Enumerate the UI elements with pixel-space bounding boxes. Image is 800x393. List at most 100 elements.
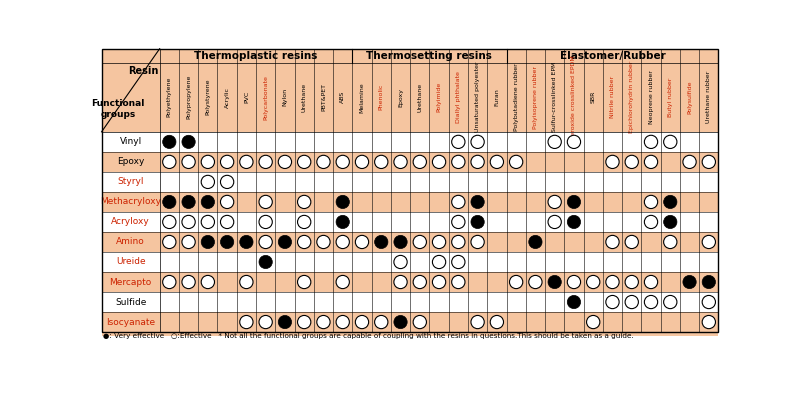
Circle shape <box>201 235 214 249</box>
Circle shape <box>298 235 311 249</box>
Circle shape <box>413 275 426 288</box>
Circle shape <box>702 275 715 288</box>
Circle shape <box>394 255 407 268</box>
Circle shape <box>567 195 581 209</box>
Circle shape <box>644 155 658 169</box>
Circle shape <box>664 215 677 229</box>
Circle shape <box>336 235 350 249</box>
Circle shape <box>586 275 600 288</box>
Circle shape <box>548 215 562 229</box>
Text: PVC: PVC <box>244 91 249 103</box>
Circle shape <box>394 275 407 288</box>
Text: Neoprene rubber: Neoprene rubber <box>649 70 654 124</box>
Circle shape <box>644 296 658 309</box>
Text: Polybutadiene rubber: Polybutadiene rubber <box>514 63 518 131</box>
Circle shape <box>644 275 658 288</box>
Circle shape <box>452 195 465 209</box>
Circle shape <box>644 135 658 149</box>
Circle shape <box>471 135 484 149</box>
Circle shape <box>413 316 426 329</box>
Text: Vinyl: Vinyl <box>119 138 142 146</box>
Bar <box>102 312 718 332</box>
Circle shape <box>278 155 291 169</box>
Text: Polyethylene: Polyethylene <box>167 77 172 118</box>
Circle shape <box>664 135 677 149</box>
Circle shape <box>644 195 658 209</box>
Text: Methacryloxy: Methacryloxy <box>100 197 161 206</box>
Circle shape <box>278 235 291 249</box>
Circle shape <box>471 316 484 329</box>
Circle shape <box>471 195 484 209</box>
Circle shape <box>240 275 253 288</box>
Circle shape <box>182 215 195 229</box>
Circle shape <box>644 215 658 229</box>
Circle shape <box>336 215 350 229</box>
Text: Furan: Furan <box>494 88 499 106</box>
Circle shape <box>355 235 369 249</box>
Circle shape <box>240 155 253 169</box>
Circle shape <box>278 316 291 329</box>
Text: Peroxide crosslinked EPDM: Peroxide crosslinked EPDM <box>571 55 577 139</box>
Circle shape <box>625 296 638 309</box>
Circle shape <box>471 155 484 169</box>
Circle shape <box>221 155 234 169</box>
Circle shape <box>664 296 677 309</box>
Circle shape <box>433 275 446 288</box>
Circle shape <box>336 195 350 209</box>
Bar <box>102 292 718 312</box>
Circle shape <box>317 316 330 329</box>
Circle shape <box>201 155 214 169</box>
Circle shape <box>490 155 503 169</box>
Circle shape <box>298 215 311 229</box>
Text: Polyimide: Polyimide <box>437 82 442 112</box>
Circle shape <box>259 215 272 229</box>
Text: Epoxy: Epoxy <box>398 88 403 107</box>
Circle shape <box>259 235 272 249</box>
Circle shape <box>298 195 311 209</box>
Circle shape <box>625 155 638 169</box>
Text: Polystyrene: Polystyrene <box>206 79 210 116</box>
Circle shape <box>394 235 407 249</box>
Text: Styryl: Styryl <box>118 177 144 186</box>
Text: Acryloxy: Acryloxy <box>111 217 150 226</box>
Circle shape <box>162 155 176 169</box>
Bar <box>102 232 718 252</box>
Circle shape <box>702 296 715 309</box>
Text: SBR: SBR <box>590 91 596 103</box>
Circle shape <box>355 316 369 329</box>
Circle shape <box>201 195 214 209</box>
Circle shape <box>162 275 176 288</box>
Circle shape <box>664 195 677 209</box>
Text: Acrylic: Acrylic <box>225 87 230 108</box>
Text: Nitrile rubber: Nitrile rubber <box>610 76 615 118</box>
Circle shape <box>259 195 272 209</box>
Circle shape <box>374 155 388 169</box>
Text: Functional
groups: Functional groups <box>91 99 145 119</box>
Text: Isocyanate: Isocyanate <box>106 318 155 327</box>
Text: ●: Very effective   ○:Effective   * Not all the functional groups are capable of: ●: Very effective ○:Effective * Not all … <box>103 333 634 339</box>
Circle shape <box>452 255 465 268</box>
Circle shape <box>162 215 176 229</box>
Text: Nylon: Nylon <box>282 88 287 106</box>
Text: Sulfide: Sulfide <box>115 298 146 307</box>
Circle shape <box>702 155 715 169</box>
Text: Polypropylene: Polypropylene <box>186 75 191 119</box>
Circle shape <box>433 155 446 169</box>
Circle shape <box>374 235 388 249</box>
Circle shape <box>452 235 465 249</box>
Circle shape <box>567 296 581 309</box>
Circle shape <box>298 316 311 329</box>
Circle shape <box>529 235 542 249</box>
Circle shape <box>259 155 272 169</box>
Bar <box>102 272 718 292</box>
Circle shape <box>606 296 619 309</box>
Circle shape <box>240 235 253 249</box>
Text: Thermoplastic resins: Thermoplastic resins <box>194 51 318 61</box>
Text: Epoxy: Epoxy <box>117 157 144 166</box>
Text: Polysulfide: Polysulfide <box>687 81 692 114</box>
Text: Elastomer/Rubber: Elastomer/Rubber <box>560 51 666 61</box>
Circle shape <box>471 235 484 249</box>
Text: Polycarbonate: Polycarbonate <box>263 75 268 119</box>
Circle shape <box>683 155 696 169</box>
Text: Epichlorohydrin rubber: Epichlorohydrin rubber <box>630 61 634 133</box>
